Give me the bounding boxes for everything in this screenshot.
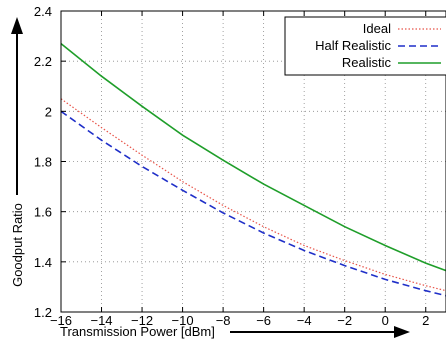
y-axis-label-group: Goodput Ratio	[10, 17, 25, 287]
x-tick-label: 0	[382, 313, 389, 328]
x-tick-label: −14	[90, 313, 112, 328]
x-axis-arrow-head	[394, 326, 410, 338]
y-tick-label: 1.2	[34, 305, 52, 320]
x-tick-label: −4	[297, 313, 312, 328]
x-tick-label: −16	[50, 313, 72, 328]
y-tick-label: 2.4	[34, 4, 52, 19]
y-tick-label: 2.2	[34, 54, 52, 69]
series-line-realistic	[60, 42, 446, 272]
y-tick-label: 1.4	[34, 255, 52, 270]
x-tick-label: −2	[337, 313, 352, 328]
legend-label-ideal: Ideal	[363, 21, 391, 36]
y-axis-label: Goodput Ratio	[10, 203, 25, 287]
x-tick-label: 2	[422, 313, 429, 328]
legend: Ideal Half Realistic Realistic	[284, 16, 446, 76]
y-tick-label: 2	[45, 104, 52, 119]
x-axis-label: Transmission Power [dBm]	[60, 324, 215, 339]
legend-label-half-realistic: Half Realistic	[315, 38, 391, 53]
y-axis-arrow-head	[11, 17, 23, 34]
legend-label-realistic: Realistic	[342, 55, 392, 70]
x-tick-label: −12	[131, 313, 153, 328]
x-tick-label: −10	[172, 313, 194, 328]
legend-box	[284, 16, 446, 76]
series-line-half-realistic	[60, 110, 446, 297]
y-tick-label: 1.8	[34, 155, 52, 170]
x-tick-label: −6	[256, 313, 271, 328]
x-axis-label-group: Transmission Power [dBm]	[60, 324, 410, 339]
y-tick-label: 1.6	[34, 205, 52, 220]
x-tick-labels: −16 −14 −12 −10 −8 −6 −4 −2 0 2	[50, 313, 429, 328]
y-tick-labels: 1.2 1.4 1.6 1.8 2 2.2 2.4	[34, 4, 52, 320]
series-lines	[60, 42, 446, 297]
x-tick-label: −8	[216, 313, 231, 328]
tick-marks	[60, 10, 427, 313]
grid-lines	[61, 11, 446, 312]
